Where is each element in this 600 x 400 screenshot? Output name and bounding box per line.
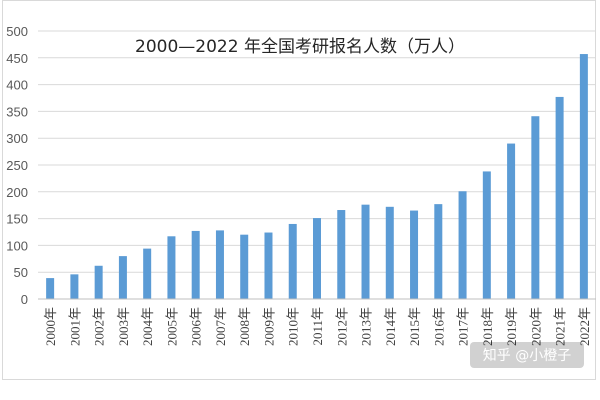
bar-2020年 bbox=[531, 116, 540, 299]
bar-2008年 bbox=[240, 234, 249, 299]
x-tick-label: 2010年 bbox=[286, 307, 301, 346]
bar-2010年 bbox=[288, 223, 297, 299]
x-tick-label: 2001年 bbox=[67, 307, 82, 346]
x-tick-label: 2007年 bbox=[213, 307, 228, 346]
x-tick-label: 2018年 bbox=[480, 307, 495, 346]
x-tick-label: 2015年 bbox=[407, 307, 422, 346]
bar-2016年 bbox=[434, 204, 443, 299]
x-tick-label: 2008年 bbox=[237, 307, 252, 346]
y-tick-label: 150 bbox=[6, 212, 28, 227]
bar-2018年 bbox=[482, 171, 491, 299]
bar-2002年 bbox=[94, 265, 103, 299]
x-tick-label: 2020年 bbox=[528, 307, 543, 346]
y-tick-label: 500 bbox=[6, 24, 28, 39]
watermark-background bbox=[470, 342, 584, 368]
y-tick-label: 50 bbox=[14, 265, 28, 280]
x-tick-label: 2014年 bbox=[383, 307, 398, 346]
bar-2003年 bbox=[118, 256, 127, 299]
y-tick-label: 0 bbox=[21, 292, 28, 307]
bar-2013年 bbox=[361, 204, 370, 299]
watermark: 知乎 @小橙子 bbox=[470, 342, 584, 368]
bar-2019年 bbox=[507, 143, 516, 299]
x-tick-label: 2021年 bbox=[553, 307, 568, 346]
x-tick-label: 2002年 bbox=[92, 307, 107, 346]
x-tick-label: 2004年 bbox=[140, 307, 155, 346]
bar-2004年 bbox=[143, 248, 152, 299]
y-tick-label: 300 bbox=[6, 131, 28, 146]
chart-title: 2000—2022 年全国考研报名人数（万人） bbox=[135, 37, 465, 57]
x-tick-label: 2009年 bbox=[261, 307, 276, 346]
y-tick-label: 250 bbox=[6, 158, 28, 173]
bar-2005年 bbox=[167, 236, 176, 299]
x-tick-label: 2011年 bbox=[310, 307, 325, 346]
bar-2014年 bbox=[385, 206, 394, 299]
watermark-text: 知乎 @小橙子 bbox=[483, 347, 571, 364]
x-tick-label: 2005年 bbox=[164, 307, 179, 346]
x-tick-label: 2019年 bbox=[504, 307, 519, 346]
x-tick-label: 2006年 bbox=[189, 307, 204, 346]
x-tick-label: 2000年 bbox=[43, 307, 58, 346]
bar-2000年 bbox=[46, 278, 55, 299]
x-tick-label: 2017年 bbox=[456, 307, 471, 346]
chart-frame bbox=[2, 0, 596, 380]
x-tick-label: 2013年 bbox=[359, 307, 374, 346]
y-tick-labels: 0 50 100 150 200 250 300 350 400 450 500 bbox=[6, 24, 28, 307]
y-tick-label: 450 bbox=[6, 51, 28, 66]
y-tick-label: 100 bbox=[6, 238, 28, 253]
bar-2006年 bbox=[191, 230, 200, 299]
bar-2001年 bbox=[70, 274, 79, 299]
bar-2007年 bbox=[215, 230, 224, 299]
x-tick-label: 2003年 bbox=[116, 307, 131, 346]
x-tick-label: 2012年 bbox=[334, 307, 349, 346]
bar-2009年 bbox=[264, 232, 273, 299]
bar-2011年 bbox=[313, 218, 321, 299]
x-tick-label: 2022年 bbox=[577, 307, 592, 346]
y-tick-label: 200 bbox=[6, 185, 28, 200]
bars bbox=[46, 54, 588, 299]
x-tick-label: 2016年 bbox=[431, 307, 446, 346]
bar-2022年 bbox=[579, 54, 588, 299]
y-tick-label: 400 bbox=[6, 78, 28, 93]
bar-2012年 bbox=[337, 210, 346, 299]
bar-2017年 bbox=[458, 191, 467, 299]
y-tick-label: 350 bbox=[6, 104, 28, 119]
bar-2021年 bbox=[555, 96, 564, 299]
bar-2015年 bbox=[410, 210, 419, 299]
x-tick-labels: 2000年 2001年 2002年 2003年 2004年 2005年 2006年 2007年… bbox=[43, 307, 592, 346]
gridlines bbox=[38, 30, 596, 273]
